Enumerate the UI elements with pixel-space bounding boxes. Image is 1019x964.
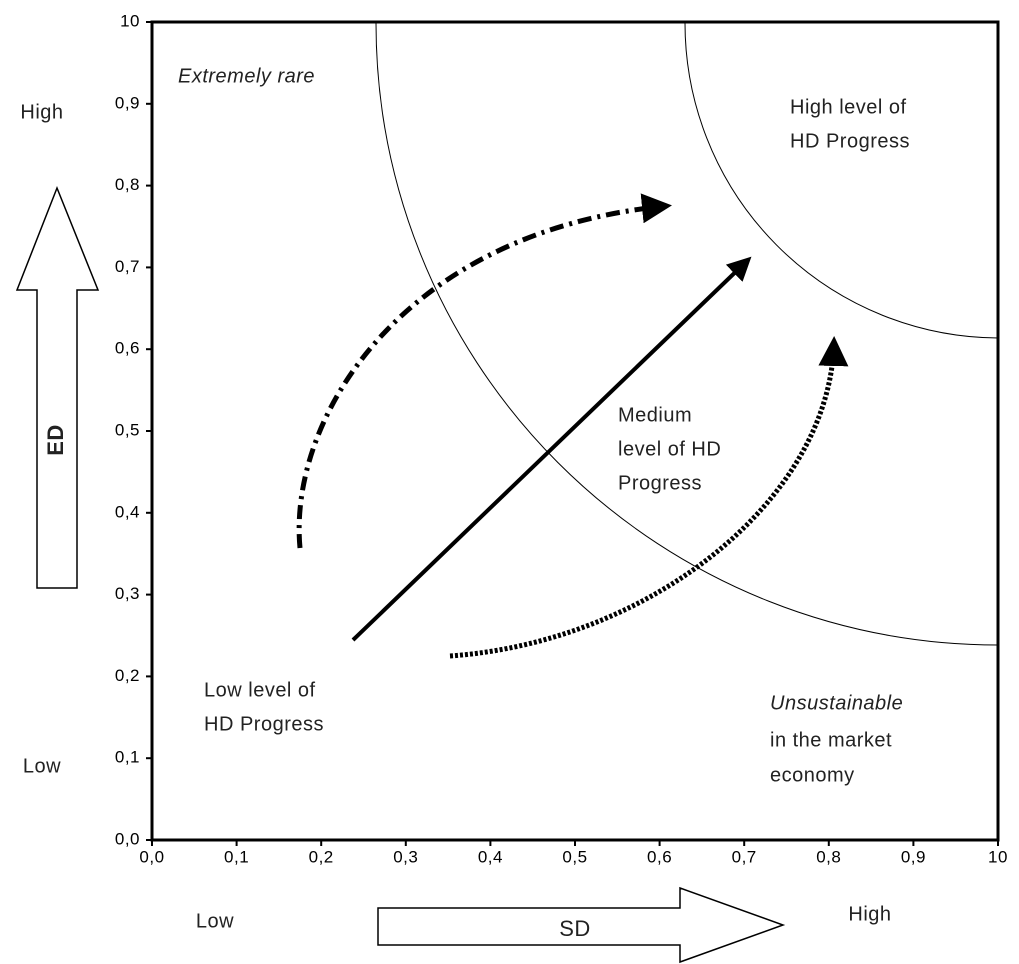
annotation: Extremely rare — [178, 65, 315, 87]
y-axis-label: ED — [43, 424, 68, 456]
dotted-arrow — [449, 336, 849, 659]
annotation: Unsustainable — [770, 692, 903, 714]
y-tick-label: 0,1 — [115, 748, 140, 767]
annotation: level of HD — [618, 438, 721, 460]
x-high: High — [848, 903, 891, 925]
x-axis-label: SD — [559, 916, 591, 941]
dash-dot-arrow — [296, 193, 672, 549]
y-tick-label: 0,4 — [115, 502, 140, 521]
y-tick-label: 0,6 — [115, 339, 140, 358]
x-tick-label: 0,6 — [647, 847, 672, 866]
x-tick-label: 0,0 — [139, 847, 164, 866]
x-axis-arrow — [377, 886, 786, 964]
y-tick-label: 0,7 — [115, 257, 140, 276]
x-tick-label: 0,2 — [309, 847, 334, 866]
annotation: in the market — [770, 729, 892, 751]
x-tick-label: 10 — [988, 847, 1008, 866]
annotation: Low level of — [204, 679, 316, 701]
y-tick-label: 0,8 — [115, 175, 140, 194]
x-tick-label: 0,4 — [478, 847, 503, 866]
x-tick-label: 0,8 — [816, 847, 841, 866]
y-high: High — [20, 101, 63, 123]
annotation: Medium — [618, 404, 692, 426]
x-tick-label: 0,3 — [393, 847, 418, 866]
y-tick-label: 0,3 — [115, 584, 140, 603]
high-boundary — [684, 21, 999, 339]
x-low: Low — [196, 910, 234, 932]
y-tick-label: 0,9 — [115, 93, 140, 112]
x-tick-label: 0,9 — [901, 847, 926, 866]
y-axis-arrow — [15, 185, 100, 589]
x-tick-label: 0,7 — [732, 847, 757, 866]
solid-arrow — [351, 256, 752, 642]
annotation: HD Progress — [204, 713, 324, 735]
annotation: Progress — [618, 472, 702, 494]
medium-boundary — [375, 21, 999, 646]
x-tick-label: 0,1 — [224, 847, 249, 866]
y-tick-label: 10 — [120, 11, 140, 30]
annotation: HD Progress — [790, 130, 910, 152]
y-tick-label: 0,5 — [115, 420, 140, 439]
x-tick-label: 0,5 — [562, 847, 587, 866]
annotation: economy — [770, 764, 855, 786]
y-tick-label: 0,0 — [115, 829, 140, 848]
annotation: High level of — [790, 96, 907, 118]
y-low: Low — [23, 755, 61, 777]
y-tick-label: 0,2 — [115, 666, 140, 685]
